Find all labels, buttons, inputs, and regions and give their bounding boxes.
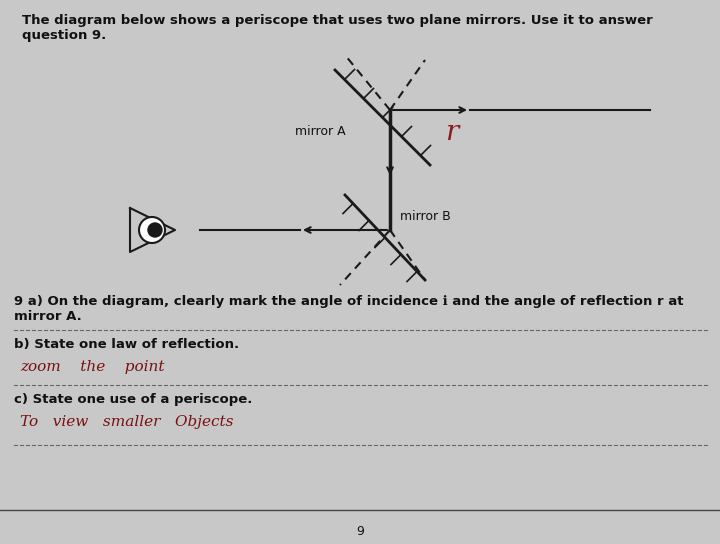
Text: 9: 9 [356,525,364,538]
Text: b) State one law of reflection.: b) State one law of reflection. [14,338,239,351]
Text: r: r [445,119,458,146]
Text: To   view   smaller   Objects: To view smaller Objects [20,415,233,429]
Text: mirror A: mirror A [295,125,346,138]
Circle shape [139,217,165,243]
Text: zoom    the    point: zoom the point [20,360,164,374]
Circle shape [148,223,162,237]
Text: mirror B: mirror B [400,210,451,223]
Text: c) State one use of a periscope.: c) State one use of a periscope. [14,393,253,406]
Text: 9 a) On the diagram, clearly mark the angle of incidence ℹ and the angle of refl: 9 a) On the diagram, clearly mark the an… [14,295,683,323]
Text: The diagram below shows a periscope that uses two plane mirrors. Use it to answe: The diagram below shows a periscope that… [22,14,653,42]
